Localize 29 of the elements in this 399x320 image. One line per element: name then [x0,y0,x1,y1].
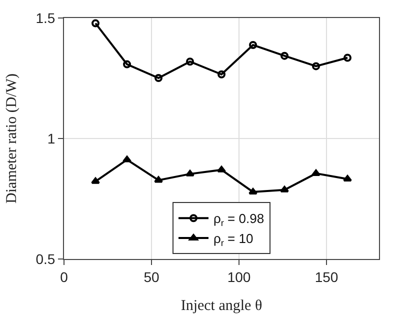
point [344,54,352,62]
point [280,52,288,60]
legend-label: ρ$_{r}$ = 0.98 [214,211,264,228]
point [91,177,100,184]
y-tick-label: 1.5 [36,10,56,26]
y-axis-title: Diameter ratio (D/W) [4,74,20,204]
point [217,166,226,172]
legend-label: ρ$_{r}$ = 10 [214,231,254,248]
point [154,74,162,82]
point [186,58,194,66]
y-tick-label: 1 [47,130,56,146]
x-tick-label: 50 [144,268,160,285]
point [248,188,258,194]
y-tick-label: 0.5 [36,250,56,267]
x-tick-label: 100 [227,268,251,285]
x-tick-label: 150 [314,268,338,285]
point [123,60,131,68]
point [154,176,163,183]
point [312,62,320,70]
point [280,186,289,192]
point [249,40,257,49]
point [186,170,194,176]
point [312,169,320,176]
point [92,19,100,28]
point [122,156,132,162]
point [218,70,226,78]
x-axis-title: Inject angle θ [180,298,262,314]
point [343,174,352,182]
x-tick-label: 0 [60,268,68,285]
